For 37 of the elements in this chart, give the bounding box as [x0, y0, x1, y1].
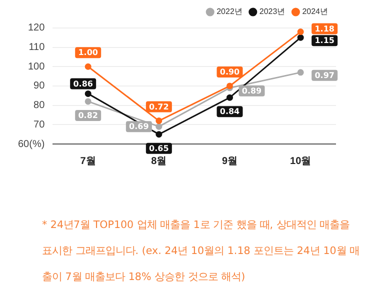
y-tick-label: 60(%) — [18, 138, 45, 150]
point — [84, 90, 92, 97]
legend-label: 2022년 — [216, 7, 242, 16]
point — [84, 63, 92, 70]
y-tick-label: 110 — [28, 42, 46, 54]
y-tick-label: 70 — [34, 119, 46, 130]
x-tick-label: 9월 — [222, 156, 238, 167]
point — [297, 69, 304, 76]
legend-label: 2023년 — [259, 7, 286, 16]
annotation: 0.69 — [129, 122, 150, 132]
legend-label: 2024년 — [302, 7, 328, 16]
x-tick-label: 10월 — [290, 156, 312, 167]
point — [156, 123, 162, 130]
point — [156, 131, 162, 138]
point — [226, 94, 234, 101]
annotation: 1.15 — [314, 36, 335, 46]
y-tick-label: 120 — [28, 22, 46, 34]
y-tick-label: 80 — [34, 100, 46, 112]
annotation: 0.89 — [242, 86, 262, 96]
annotation: 0.97 — [314, 71, 334, 80]
x-tick-label: 8월 — [151, 156, 167, 167]
x-tick-label: 7월 — [80, 156, 96, 167]
annotation: 0.82 — [78, 111, 98, 120]
point — [84, 98, 92, 105]
annotation: 1.18 — [314, 24, 335, 34]
text: * 24년7월 TOP100 업체 매출을 1로 기준 했을 때, 상대적인 매출을 표시한 그래프입니다. (ex. 24년 10월의 1.18 포인트는 24년 10월 매출이 7월 매출보다 18% 상승한 것으로 해석) — [42, 219, 360, 283]
y-tick-label: 90 — [34, 80, 46, 92]
annotation: 1.00 — [78, 48, 98, 58]
annotation: 0.65 — [149, 144, 170, 153]
annotation: 0.72 — [149, 102, 169, 112]
point — [297, 34, 304, 41]
y-tick-label: 100 — [28, 61, 46, 72]
annotation: 0.86 — [73, 79, 94, 88]
annotation: 0.84 — [220, 107, 240, 116]
point — [297, 28, 304, 36]
annotation: 0.90 — [220, 68, 240, 77]
point — [156, 118, 162, 124]
